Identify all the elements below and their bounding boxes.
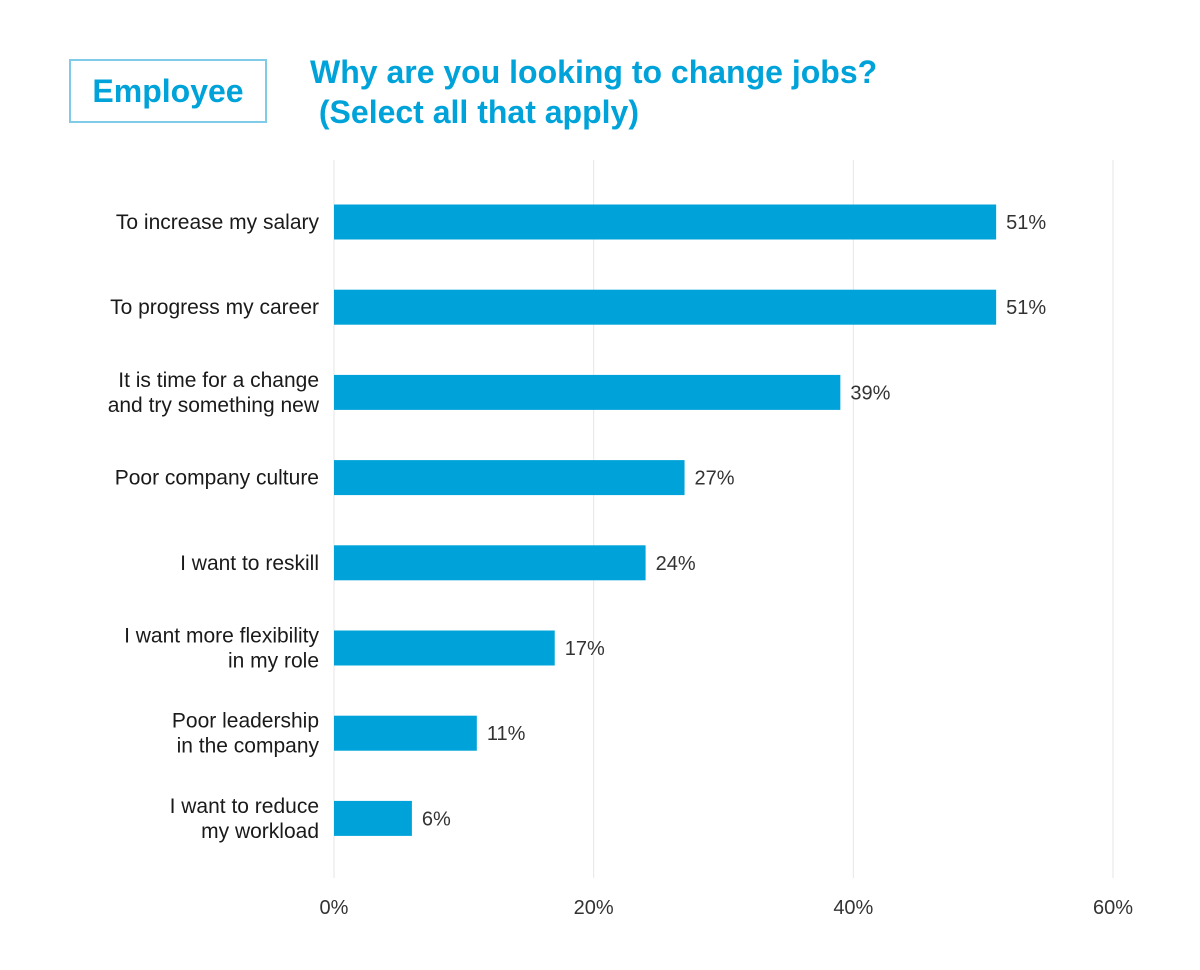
x-tick-labels: 0% 20% 40% 60% [320, 897, 1134, 919]
gridlines [333, 160, 1114, 878]
value-label: 6% [422, 808, 451, 830]
category-label-line: Poor leadership [172, 710, 319, 733]
category-label-line: It is time for a change [118, 369, 319, 392]
bar [334, 715, 477, 751]
category-label: To progress my career [110, 296, 319, 319]
value-labels: 51% 51% 39% 27% 24% 17% 11% 6% [422, 212, 1046, 830]
category-label: To increase my salary [116, 211, 320, 234]
category-label-line: I want to reduce [170, 795, 319, 818]
category-label-line: I want to reskill [180, 552, 319, 575]
employee-badge: Employee [69, 59, 267, 123]
chart-title-line-1: Why are you looking to change jobs? [310, 54, 878, 90]
category-label: I want to reskill [180, 552, 319, 575]
x-tick-label: 40% [833, 897, 873, 919]
value-label: 11% [487, 723, 526, 745]
category-label-line: To increase my salary [116, 211, 320, 234]
value-label: 39% [850, 382, 890, 404]
bar [334, 204, 997, 240]
category-label-line: in my role [228, 650, 319, 673]
bar [334, 545, 646, 581]
bars [334, 204, 997, 836]
category-label-line: To progress my career [110, 296, 319, 319]
category-label: It is time for a change and try something… [108, 369, 320, 417]
employee-badge-label: Employee [92, 72, 244, 109]
category-label: I want more flexibility in my role [124, 625, 319, 673]
category-labels: To increase my salary To progress my care… [108, 211, 320, 843]
x-tick-label: 60% [1093, 897, 1133, 919]
category-label: I want to reduce my workload [170, 795, 319, 843]
bar [334, 800, 412, 836]
category-label-line: I want more flexibility [124, 625, 319, 648]
category-label-line: in the company [177, 735, 320, 758]
x-tick-label: 0% [320, 897, 349, 919]
value-label: 17% [565, 638, 605, 660]
value-label: 27% [695, 468, 735, 490]
category-label-line: Poor company culture [115, 467, 319, 490]
chart-title-line-2: (Select all that apply) [310, 94, 639, 130]
bar [334, 460, 685, 496]
value-label: 51% [1006, 297, 1046, 319]
bar [334, 374, 841, 410]
category-label: Poor leadership in the company [172, 710, 320, 758]
x-tick-label: 20% [574, 897, 614, 919]
bar [334, 289, 997, 325]
bar [334, 630, 555, 666]
chart-title: Why are you looking to change jobs? (Sel… [310, 52, 877, 132]
category-label-line: and try something new [108, 394, 320, 417]
value-label: 51% [1006, 212, 1046, 234]
category-label: Poor company culture [115, 467, 319, 490]
value-label: 24% [656, 553, 696, 575]
category-label-line: my workload [201, 820, 319, 843]
